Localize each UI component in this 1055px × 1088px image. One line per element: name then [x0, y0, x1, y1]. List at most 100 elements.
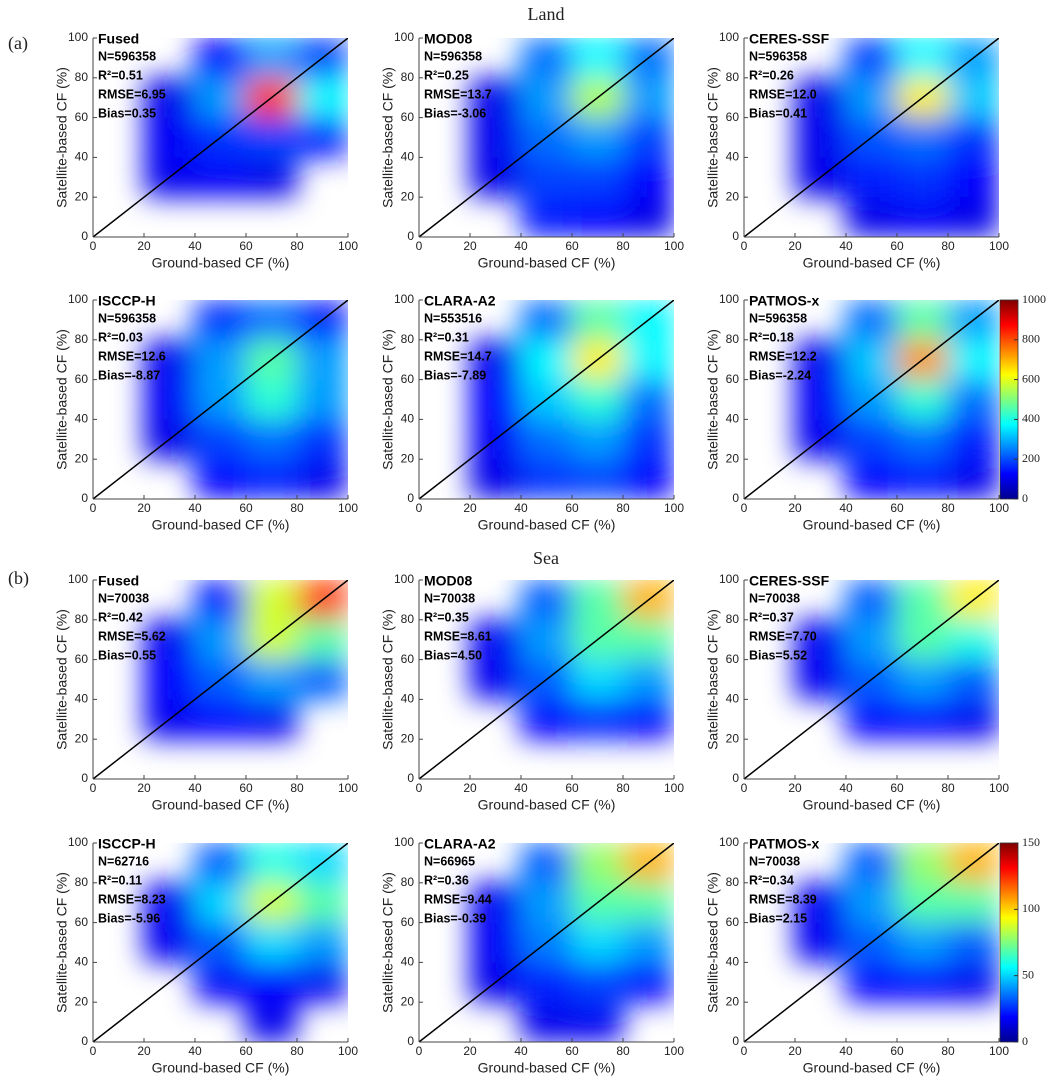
density-cell	[470, 659, 521, 700]
one-to-one-line	[419, 843, 674, 1042]
density-cell	[897, 300, 948, 340]
stat-label: Bias=0.55	[98, 648, 156, 662]
colorbar-tick-label: 200	[1022, 451, 1040, 465]
stat-label: R²=0.18	[749, 330, 794, 344]
density-cell	[948, 117, 999, 158]
x-tick-label: 0	[741, 239, 748, 253]
density-cell	[795, 459, 846, 499]
x-tick-label: 80	[616, 781, 630, 795]
density-cell	[948, 619, 999, 660]
stat-label: RMSE=7.70	[749, 629, 817, 643]
x-tick-label: 60	[565, 501, 579, 515]
stat-label: Bias=-3.06	[424, 106, 486, 120]
panel-title: Fused	[98, 31, 139, 47]
density-cell	[144, 739, 195, 779]
density-cell	[470, 922, 521, 963]
y-axis-label: Satellite-based CF (%)	[705, 872, 721, 1013]
y-tick-label: 80	[726, 875, 740, 889]
density-cell	[195, 419, 246, 460]
density-cell	[521, 419, 572, 460]
density-cell	[846, 962, 897, 1003]
y-axis-label: Satellite-based CF (%)	[380, 67, 396, 208]
stat-label: RMSE=12.0	[749, 87, 817, 101]
y-axis-label: Satellite-based CF (%)	[54, 609, 70, 750]
density-cell	[897, 659, 948, 700]
y-tick-label: 40	[75, 692, 89, 706]
density-cell	[572, 739, 623, 779]
density-cell	[246, 300, 297, 340]
y-tick-label: 40	[401, 692, 415, 706]
density-cell	[144, 117, 195, 158]
colorbar-tick-label: 0	[1022, 491, 1028, 505]
density-cell	[623, 619, 674, 660]
x-tick-label: 60	[565, 781, 579, 795]
density-cell	[795, 739, 846, 779]
stat-label: R²=0.25	[424, 68, 469, 82]
stat-label: N=70038	[749, 854, 800, 868]
stat-label: R²=0.37	[749, 610, 794, 624]
y-tick-label: 60	[401, 915, 415, 929]
y-tick-label: 80	[75, 332, 89, 346]
x-tick-label: 60	[565, 239, 579, 253]
density-cell	[470, 619, 521, 660]
x-tick-label: 60	[239, 781, 253, 795]
y-tick-label: 60	[726, 372, 740, 386]
x-tick-label: 100	[989, 781, 1009, 795]
y-axis-label: Satellite-based CF (%)	[54, 872, 70, 1013]
density-cell	[623, 1002, 674, 1042]
density-cell	[521, 38, 572, 78]
one-to-one-line	[419, 580, 674, 779]
density-cell	[897, 197, 948, 237]
y-tick-label: 80	[401, 332, 415, 346]
density-cell	[521, 77, 572, 118]
density-cell	[897, 419, 948, 460]
y-tick-label: 20	[726, 731, 740, 745]
density-cell	[470, 77, 521, 118]
density-cell	[572, 659, 623, 700]
stat-label: R²=0.34	[749, 873, 794, 887]
y-tick-label: 60	[75, 652, 89, 666]
density-cell	[572, 379, 623, 420]
density-cell	[623, 157, 674, 198]
density-cell	[623, 882, 674, 923]
x-axis-label: Ground-based CF (%)	[478, 517, 616, 533]
density-cell	[195, 459, 246, 499]
y-tick-label: 0	[407, 1034, 414, 1048]
density-cell	[897, 459, 948, 499]
one-to-one-line	[93, 38, 348, 237]
y-axis-label: Satellite-based CF (%)	[54, 329, 70, 470]
x-axis-label: Ground-based CF (%)	[478, 1060, 616, 1076]
density-cell	[846, 157, 897, 198]
panel-title: CLARA-A2	[424, 836, 496, 852]
density-cell	[521, 739, 572, 779]
y-axis-label: Satellite-based CF (%)	[380, 329, 396, 470]
y-tick-label: 0	[81, 491, 88, 505]
density-cell	[246, 843, 297, 883]
density-cell	[195, 300, 246, 340]
density-cell	[623, 197, 674, 237]
colorbar-tick-label: 1000	[1022, 292, 1046, 306]
density-cell	[144, 659, 195, 700]
density-cell	[623, 419, 674, 460]
density-cell	[572, 157, 623, 198]
density-cell	[795, 339, 846, 380]
panel-title: CERES-SSF	[749, 31, 830, 47]
density-cell	[419, 157, 470, 197]
x-axis-label: Ground-based CF (%)	[152, 255, 290, 271]
density-cell	[572, 459, 623, 499]
x-tick-label: 20	[463, 501, 477, 515]
y-tick-label: 100	[394, 292, 414, 306]
x-tick-label: 20	[137, 239, 151, 253]
x-tick-label: 0	[741, 781, 748, 795]
density-cell	[846, 580, 897, 620]
x-tick-label: 20	[463, 1044, 477, 1058]
density-cell	[246, 922, 297, 963]
density-cell	[897, 157, 948, 198]
y-tick-label: 100	[68, 292, 88, 306]
density-cell	[948, 459, 999, 499]
y-tick-label: 100	[394, 835, 414, 849]
one-to-one-line	[93, 843, 348, 1042]
x-tick-label: 80	[941, 501, 955, 515]
section-title: Sea	[533, 548, 559, 568]
density-cell	[521, 962, 572, 1003]
